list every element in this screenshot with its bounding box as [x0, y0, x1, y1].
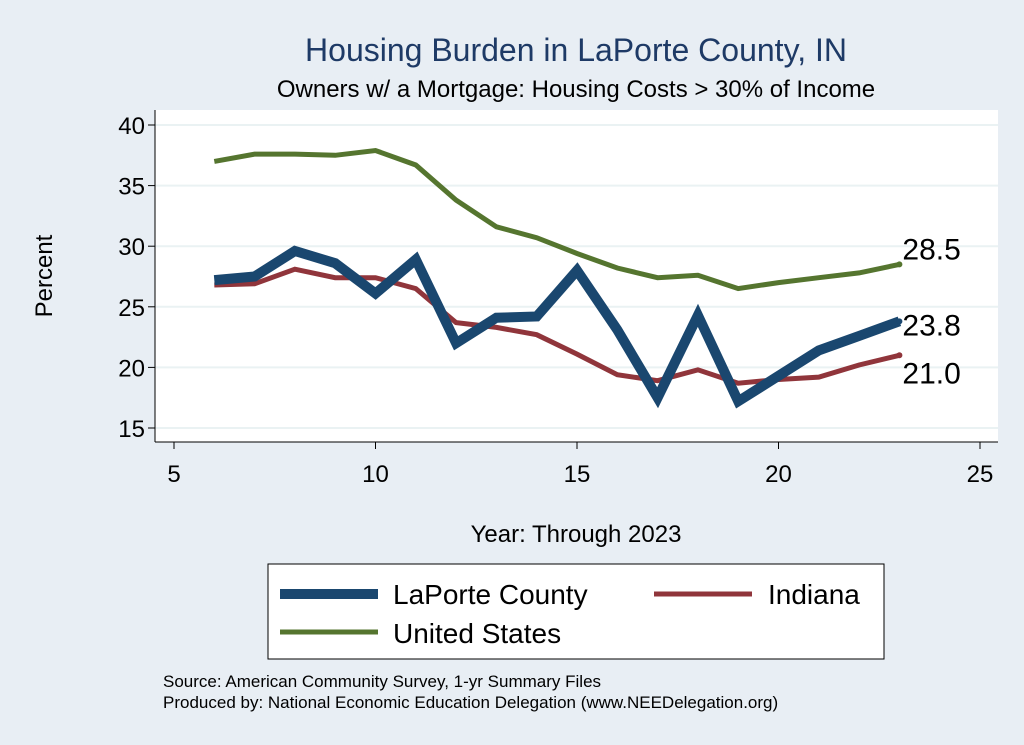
- y-axis-ticks: 15 20 25 30 35 40: [118, 113, 155, 443]
- y-axis-label: Percent: [31, 234, 58, 317]
- y-tick-label: 20: [118, 355, 145, 382]
- gridlines: [155, 124, 998, 429]
- legend: LaPorte County Indiana United States: [267, 563, 885, 660]
- y-tick-label: 40: [118, 113, 145, 140]
- end-label-laporte-county: 23.8: [902, 309, 960, 342]
- x-tick-label: 10: [362, 461, 389, 488]
- end-label-indiana: 21.0: [902, 357, 960, 390]
- legend-label-united-states: United States: [393, 618, 561, 649]
- y-tick-label: 35: [118, 174, 145, 201]
- end-labels: 28.5 21.0 23.8: [902, 233, 960, 390]
- series-line-indiana: [214, 266, 900, 386]
- y-tick-label: 15: [118, 416, 145, 443]
- end-label-united-states: 28.5: [902, 233, 960, 266]
- chart-title: Housing Burden in LaPorte County, IN: [305, 32, 847, 68]
- series-lines: [213, 147, 903, 409]
- series-end-point-laporte-county: [896, 318, 903, 325]
- x-axis-ticks: 5 10 15 20 25: [167, 442, 993, 488]
- y-tick-label: 25: [118, 295, 145, 322]
- x-tick-label: 5: [167, 461, 180, 488]
- legend-label-laporte: LaPorte County: [393, 579, 588, 610]
- source-note: Source: American Community Survey, 1-yr …: [163, 672, 601, 691]
- series-line-laporte-county: [213, 245, 902, 409]
- x-axis-label: Year: Through 2023: [471, 521, 682, 548]
- y-tick-label: 30: [118, 234, 145, 261]
- chart-subtitle: Owners w/ a Mortgage: Housing Costs > 30…: [277, 76, 875, 103]
- series-end-point-united-states: [896, 261, 903, 268]
- producer-note: Produced by: National Economic Education…: [163, 693, 778, 712]
- x-tick-label: 20: [765, 461, 792, 488]
- x-tick-label: 15: [564, 461, 591, 488]
- legend-box: [267, 563, 885, 660]
- series-end-point-indiana: [896, 352, 903, 359]
- x-tick-label: 25: [967, 461, 994, 488]
- legend-label-indiana: Indiana: [768, 579, 860, 610]
- series-line-united-states: [213, 147, 900, 292]
